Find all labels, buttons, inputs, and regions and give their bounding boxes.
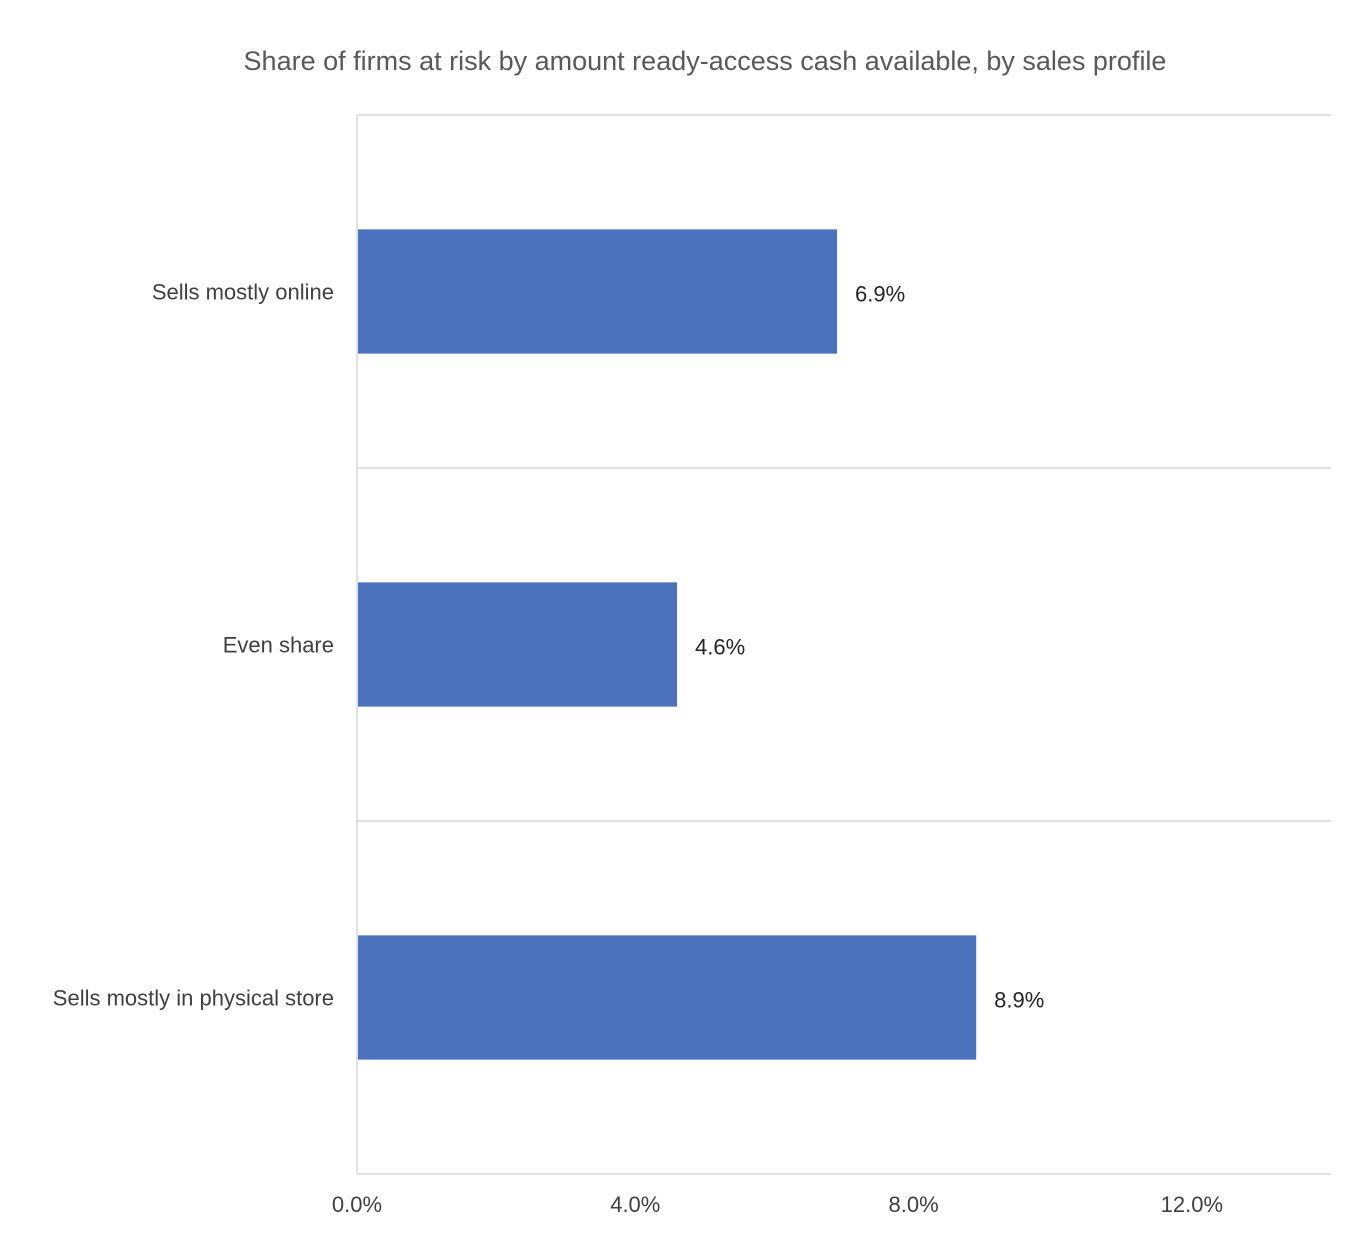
gridlines xyxy=(356,114,1331,1175)
bar xyxy=(358,935,977,1060)
category-label: Even share xyxy=(223,633,334,658)
x-tick-label: 4.0% xyxy=(610,1192,660,1217)
bars xyxy=(358,229,977,1060)
bar xyxy=(358,582,678,707)
data-labels: 6.9% 4.6% 8.9% xyxy=(695,282,1044,1013)
x-tick-label: 8.0% xyxy=(888,1192,938,1217)
data-label: 4.6% xyxy=(695,635,745,660)
chart-title: Share of firms at risk by amount ready-a… xyxy=(244,46,1167,76)
bar xyxy=(358,229,838,354)
x-tick-label: 0.0% xyxy=(332,1192,382,1217)
category-label: Sells mostly in physical store xyxy=(53,986,334,1011)
x-axis-tick-labels: 0.0% 4.0% 8.0% 12.0% xyxy=(332,1192,1223,1217)
x-tick-label: 12.0% xyxy=(1161,1192,1223,1217)
category-label: Sells mostly online xyxy=(152,280,334,305)
category-labels: Sells mostly online Even share Sells mostl… xyxy=(53,280,334,1011)
data-label: 6.9% xyxy=(855,282,905,307)
data-label: 8.9% xyxy=(994,988,1044,1013)
